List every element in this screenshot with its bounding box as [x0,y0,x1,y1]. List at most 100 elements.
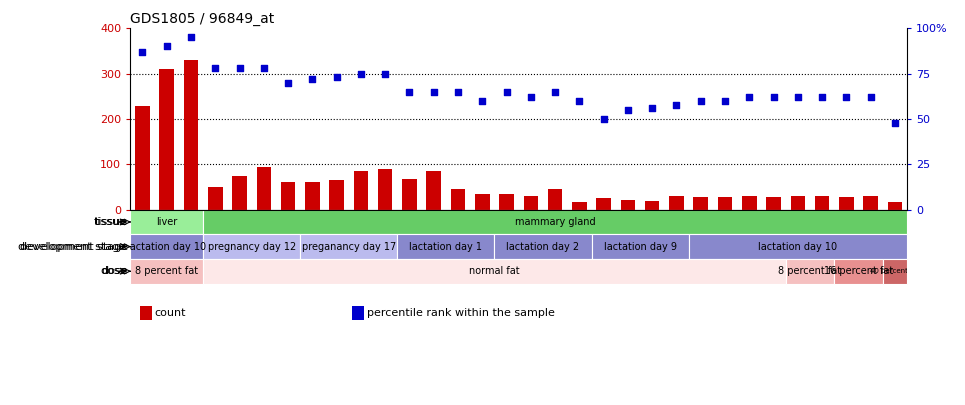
Point [475,98,490,104]
Point [256,65,271,71]
Bar [257,166,271,210]
Bar [135,107,150,210]
Point [766,94,782,100]
Bar [402,179,417,210]
Text: tissue: tissue [95,217,128,227]
Bar [208,187,223,210]
Bar [305,183,319,210]
Bar [130,234,203,259]
Text: percentile rank within the sample: percentile rank within the sample [367,308,555,318]
Text: development stage: development stage [20,242,128,252]
Point [305,76,320,82]
Point [717,98,732,104]
Text: GDS1805 / 96849_at: GDS1805 / 96849_at [130,12,274,26]
Bar [786,259,835,284]
Bar [694,197,708,210]
Point [620,107,636,113]
Point [571,98,587,104]
Bar [669,196,684,210]
Bar [742,196,757,210]
Bar [183,60,198,210]
Point [741,94,757,100]
Point [281,79,296,86]
Point [863,94,878,100]
Bar [451,189,465,210]
Bar [835,259,883,284]
Bar [353,171,369,210]
Point [839,94,854,100]
Text: tissue: tissue [94,217,126,227]
Text: dose: dose [101,266,128,276]
Point [135,49,151,55]
Text: 8 percent fat: 8 percent fat [779,266,841,276]
Bar [159,69,174,210]
Bar [645,200,659,210]
Bar [790,196,805,210]
Bar [233,176,247,210]
Bar [620,200,635,210]
Point [207,65,223,71]
Bar [281,183,295,210]
Point [596,116,612,122]
Bar [840,197,854,210]
Text: dose: dose [100,266,126,276]
Point [353,70,369,77]
Bar [883,259,907,284]
Point [451,89,466,95]
Bar [494,234,592,259]
Bar [203,259,786,284]
Text: lactation day 10: lactation day 10 [127,242,207,252]
Text: 8 percent fat: 8 percent fat [135,266,198,276]
Bar [766,197,781,210]
Point [693,98,708,104]
Point [669,101,684,108]
Text: normal fat: normal fat [469,266,520,276]
Bar [475,194,489,210]
Text: lactation day 2: lactation day 2 [507,242,580,252]
Bar [814,196,829,210]
Point [547,89,563,95]
Bar [592,234,689,259]
Bar [130,210,203,234]
Bar [524,196,538,210]
Bar [329,180,344,210]
Text: 16 percent fat: 16 percent fat [824,266,894,276]
Text: development stage: development stage [18,242,126,252]
Bar [548,189,563,210]
Bar [378,169,393,210]
Point [159,43,175,50]
Point [329,74,345,81]
Text: preganancy day 17: preganancy day 17 [302,242,396,252]
Bar [203,234,300,259]
Bar [130,259,203,284]
Text: liver: liver [156,217,178,227]
Point [887,119,902,126]
Point [401,89,417,95]
Bar [689,234,907,259]
Bar [499,194,513,210]
Point [645,105,660,111]
Text: count: count [154,308,186,318]
Bar [864,196,878,210]
Bar [572,202,587,210]
Bar [300,234,398,259]
Point [499,89,514,95]
Text: mammary gland: mammary gland [514,217,595,227]
Bar [427,171,441,210]
Point [183,34,199,40]
Text: 40 percent fat: 40 percent fat [870,268,920,274]
Point [790,94,806,100]
Point [377,70,393,77]
Text: lactation day 10: lactation day 10 [758,242,838,252]
Bar [718,197,732,210]
Point [232,65,247,71]
Point [523,94,538,100]
Text: lactation day 1: lactation day 1 [409,242,482,252]
Text: lactation day 9: lactation day 9 [603,242,676,252]
Point [814,94,830,100]
Bar [398,234,494,259]
Point [426,89,441,95]
Bar [888,202,902,210]
Bar [596,198,611,210]
Text: pregnancy day 12: pregnancy day 12 [207,242,296,252]
